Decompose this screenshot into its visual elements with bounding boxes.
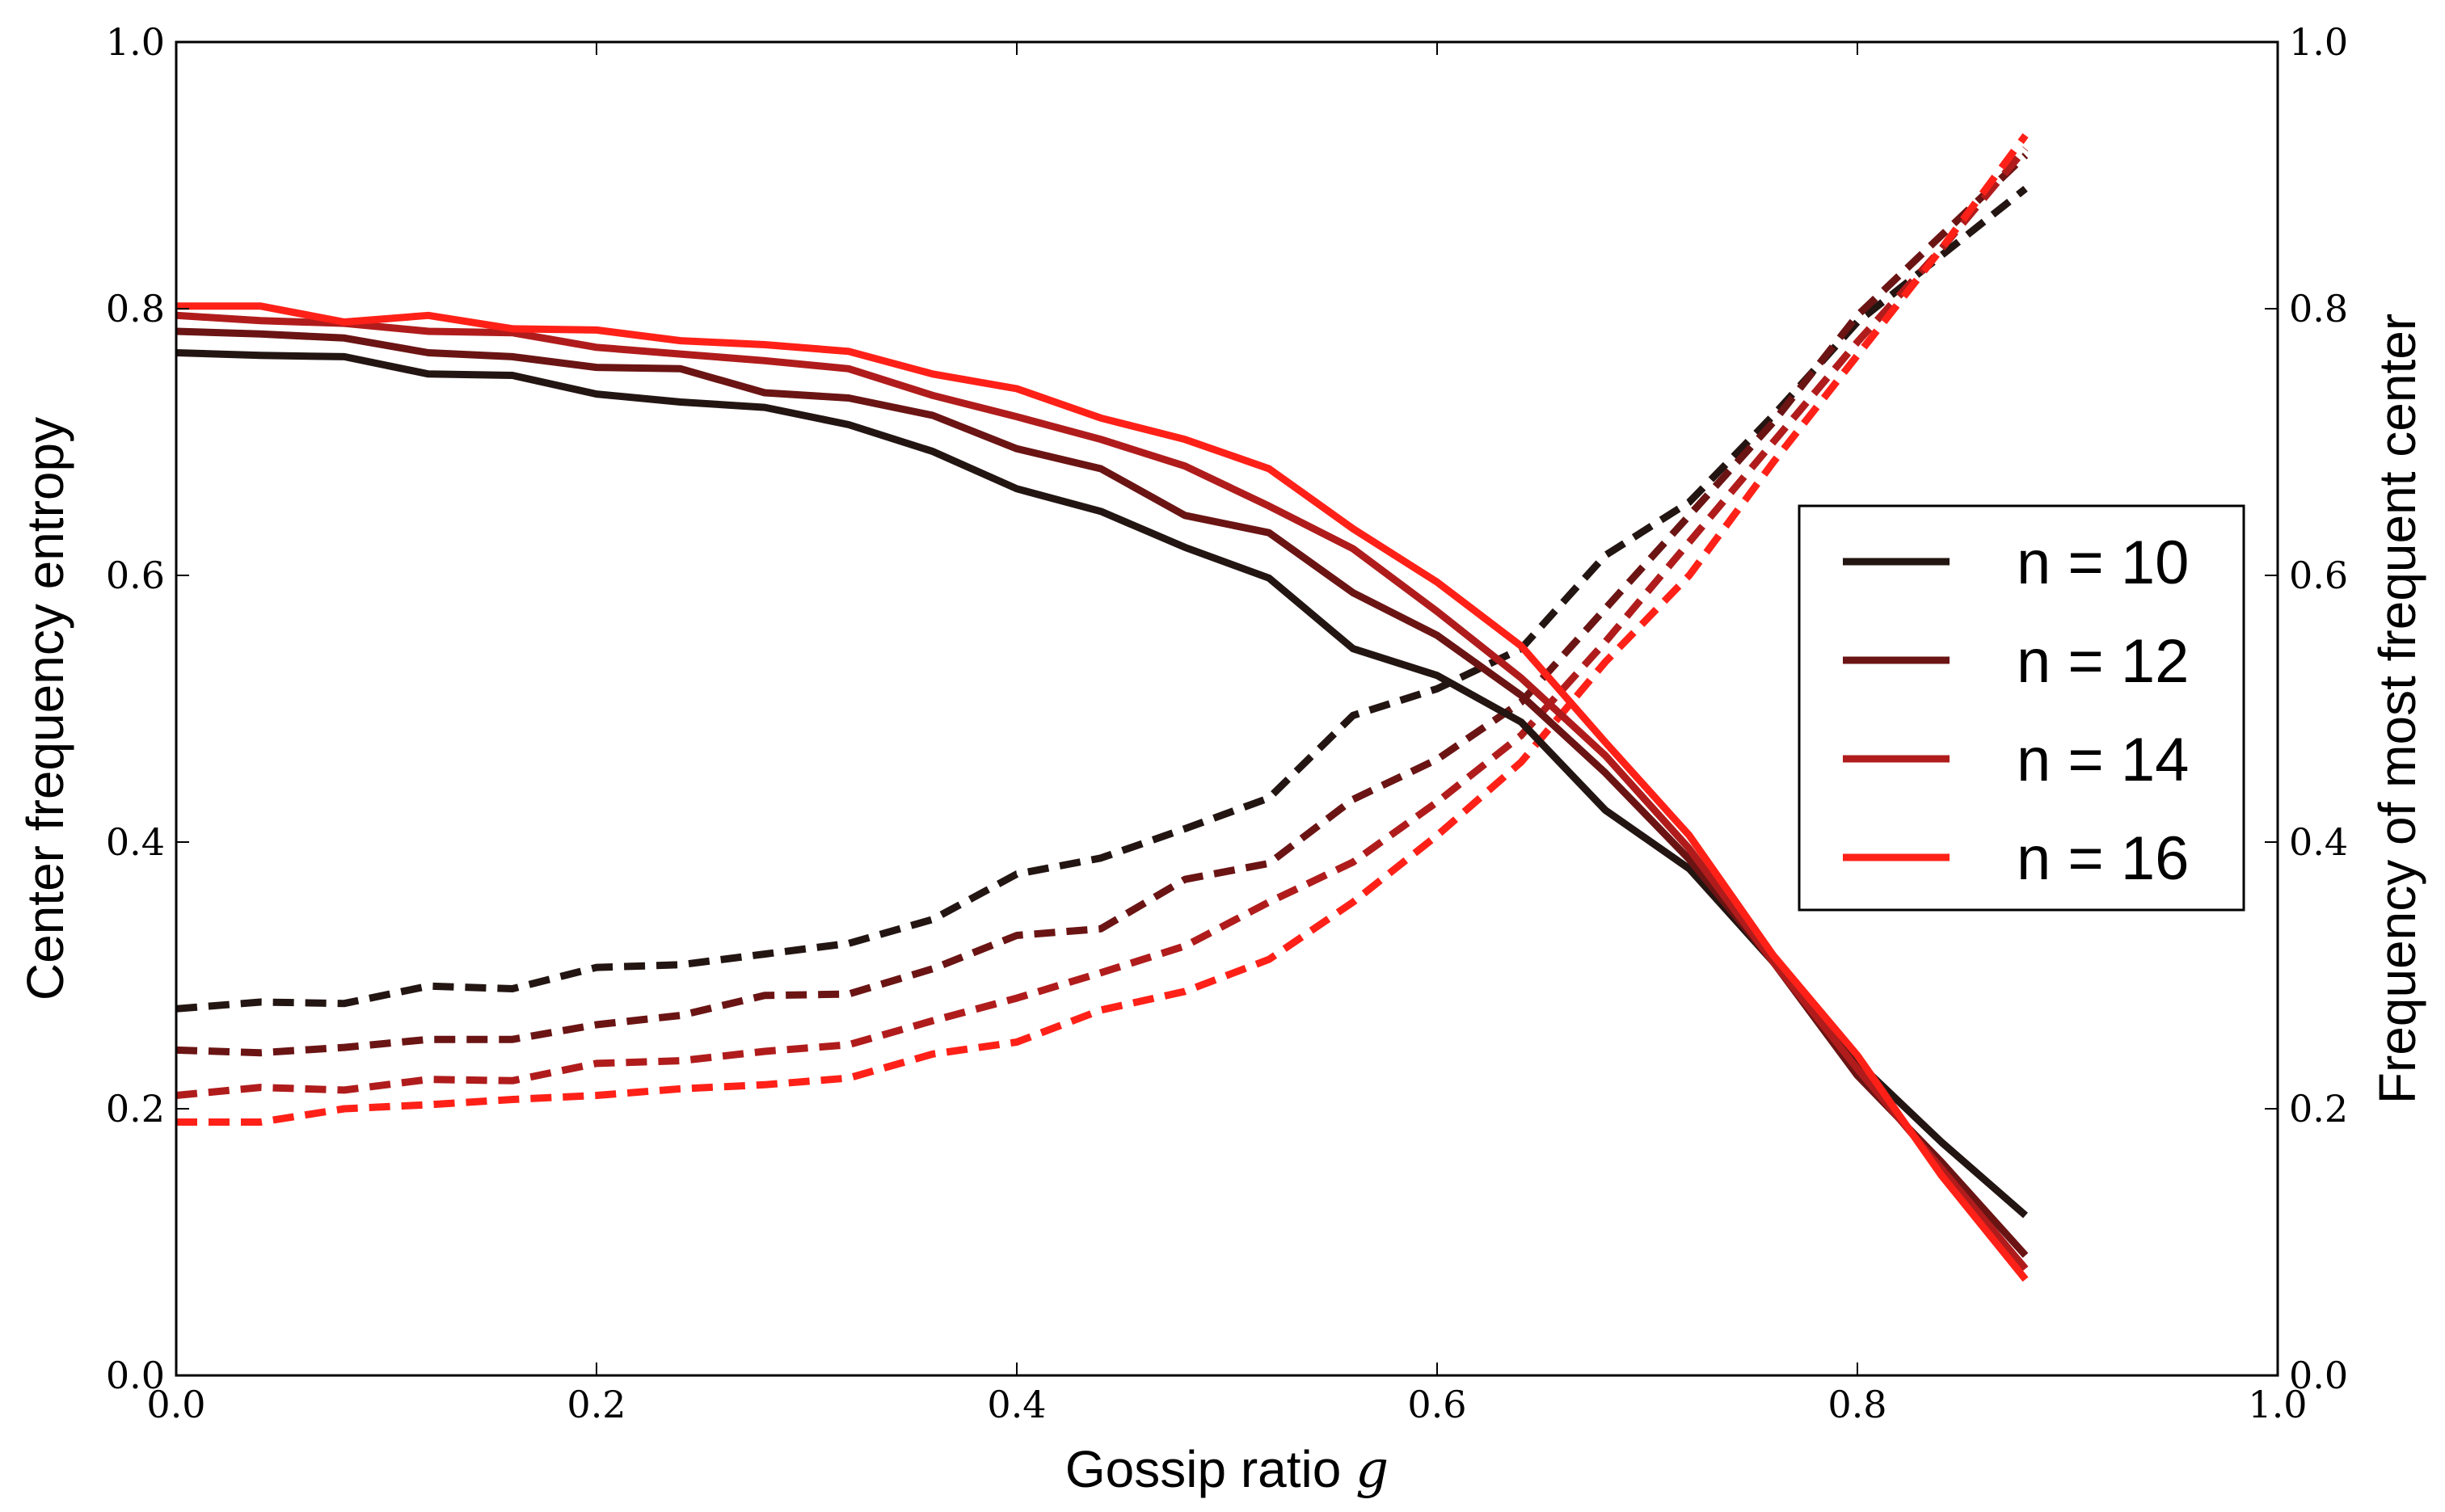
y-tick-label: 1.0 bbox=[106, 20, 165, 64]
legend-label: n = 12 bbox=[2017, 627, 2189, 696]
entropy-line-series-1 bbox=[175, 349, 2028, 1219]
y2-tick-label: 0.4 bbox=[2289, 820, 2348, 864]
x-tick-label: 0.8 bbox=[1827, 1383, 1886, 1426]
axis-ticks: 0.0 0.2 0.4 0.6 0.8 1.00.00.20.40.60.81.00.00… bbox=[106, 20, 2348, 1426]
y-tick-label: 0.0 bbox=[106, 1354, 165, 1397]
frequency-line-series-2 bbox=[175, 153, 2029, 1057]
entropy-line-series-2 bbox=[175, 327, 2029, 1258]
y2-tick-label: 0.8 bbox=[2289, 287, 2348, 331]
y2-tick-label: 0.0 bbox=[2289, 1354, 2348, 1397]
y2-tick-label: 0.6 bbox=[2289, 554, 2348, 597]
x-tick-label: 1.0 bbox=[2248, 1383, 2307, 1426]
y-tick-label: 0.4 bbox=[106, 820, 165, 864]
y2-tick-label: 0.2 bbox=[2289, 1087, 2348, 1131]
x-axis-variable: g bbox=[1355, 1440, 1389, 1500]
legend-label: n = 10 bbox=[2017, 529, 2189, 597]
legend-label: n = 16 bbox=[2017, 824, 2189, 893]
y2-tick-label: 1.0 bbox=[2289, 20, 2348, 64]
y-tick-label: 0.8 bbox=[106, 287, 165, 331]
y-tick-label: 0.6 bbox=[106, 554, 165, 597]
frequency-line-series-3 bbox=[175, 146, 2029, 1099]
y-axis-label: Center frequency entropy bbox=[16, 417, 74, 1000]
series-lines bbox=[175, 133, 2029, 1282]
legend-box bbox=[1798, 504, 2245, 912]
x-tick-label: 0.4 bbox=[987, 1383, 1046, 1426]
x-tick-label: 0.2 bbox=[567, 1383, 626, 1426]
y2-axis-label: Frequency of most frequent center bbox=[2368, 314, 2426, 1104]
legend-label: n = 14 bbox=[2017, 726, 2189, 794]
x-tick-label: 0.6 bbox=[1407, 1383, 1466, 1426]
entropy-line-series-4 bbox=[176, 302, 2029, 1282]
frequency-line-series-4 bbox=[176, 133, 2029, 1126]
x-axis-label: Gossip ratio g bbox=[1065, 1440, 1389, 1500]
legend: n = 10 n = 12 n = 14 n = 16 bbox=[1798, 504, 2245, 912]
plot-frame bbox=[175, 40, 2279, 1377]
entropy-line-series-3 bbox=[175, 311, 2029, 1271]
frequency-line-series-1 bbox=[175, 185, 2028, 1013]
x-tick-label: 0.0 bbox=[146, 1383, 205, 1426]
y-tick-label: 0.2 bbox=[106, 1087, 165, 1131]
